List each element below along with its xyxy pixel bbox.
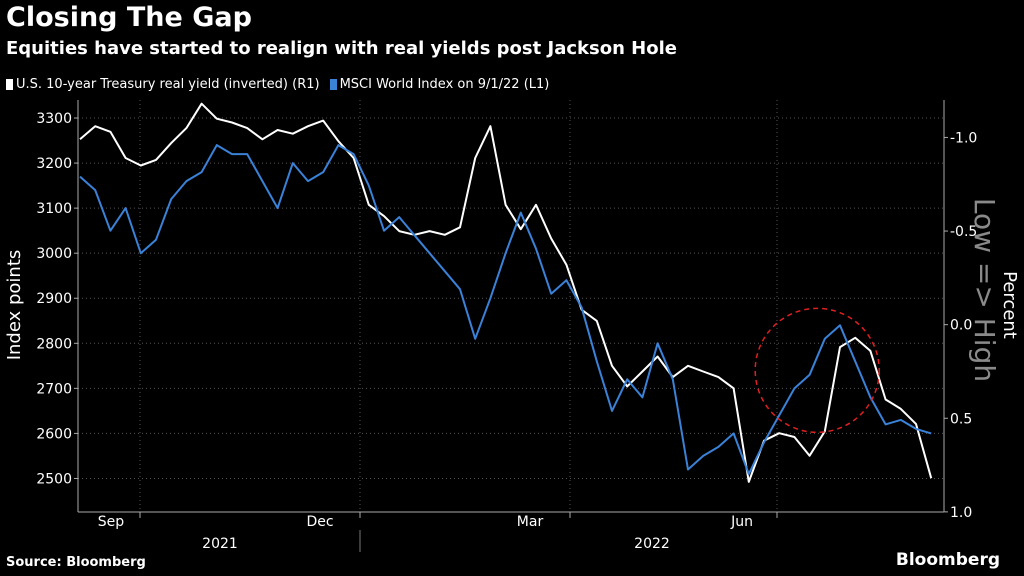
right-tick-label: -1.0: [950, 130, 977, 146]
left-tick-label: 3000: [36, 246, 72, 262]
right-tick-label: -0.5: [950, 224, 977, 240]
series-line-real-yield: [79, 102, 933, 483]
source-note: Source: Bloomberg: [6, 555, 146, 570]
series-line-msci: [79, 144, 932, 475]
left-tick-label: 2500: [36, 471, 72, 487]
right-tick-label: 0.0: [950, 318, 972, 334]
left-tick-label: 2700: [36, 381, 72, 397]
x-year-label: 2021: [202, 536, 238, 552]
annotation-circle: [754, 307, 880, 434]
right-axis-annotation: Low => High: [968, 198, 1001, 382]
x-year-label: 2022: [634, 536, 670, 552]
right-tick-label: 0.5: [950, 411, 972, 427]
chart-subtitle: Equities have started to realign with re…: [6, 38, 677, 59]
legend-item-real-yield: U.S. 10-year Treasury real yield (invert…: [6, 77, 320, 92]
chart-legend: U.S. 10-year Treasury real yield (invert…: [6, 77, 559, 92]
legend-swatch-blue: [329, 79, 337, 90]
x-month-label: Jun: [730, 514, 753, 530]
left-axis-title: Index points: [4, 250, 25, 361]
left-tick-label: 3100: [36, 201, 72, 217]
x-month-label: Sep: [98, 514, 125, 530]
left-tick-label: 3300: [36, 111, 72, 127]
left-tick-label: 2600: [36, 426, 72, 442]
left-tick-label: 2800: [36, 336, 72, 352]
left-tick-label: 3200: [36, 156, 72, 172]
x-month-label: Dec: [306, 514, 333, 530]
right-tick-label: 1.0: [950, 505, 972, 521]
bloomberg-logo: Bloomberg: [895, 550, 1000, 570]
legend-swatch-white: [6, 79, 13, 90]
legend-label-msci: MSCI World Index on 9/1/22 (L1): [339, 77, 550, 92]
legend-label-real-yield: U.S. 10-year Treasury real yield (invert…: [16, 77, 320, 92]
right-axis-title: Percent: [999, 271, 1020, 339]
x-month-label: Mar: [517, 514, 544, 530]
legend-item-msci: MSCI World Index on 9/1/22 (L1): [329, 77, 550, 92]
chart-title: Closing The Gap: [6, 2, 252, 33]
left-tick-label: 2900: [36, 291, 72, 307]
